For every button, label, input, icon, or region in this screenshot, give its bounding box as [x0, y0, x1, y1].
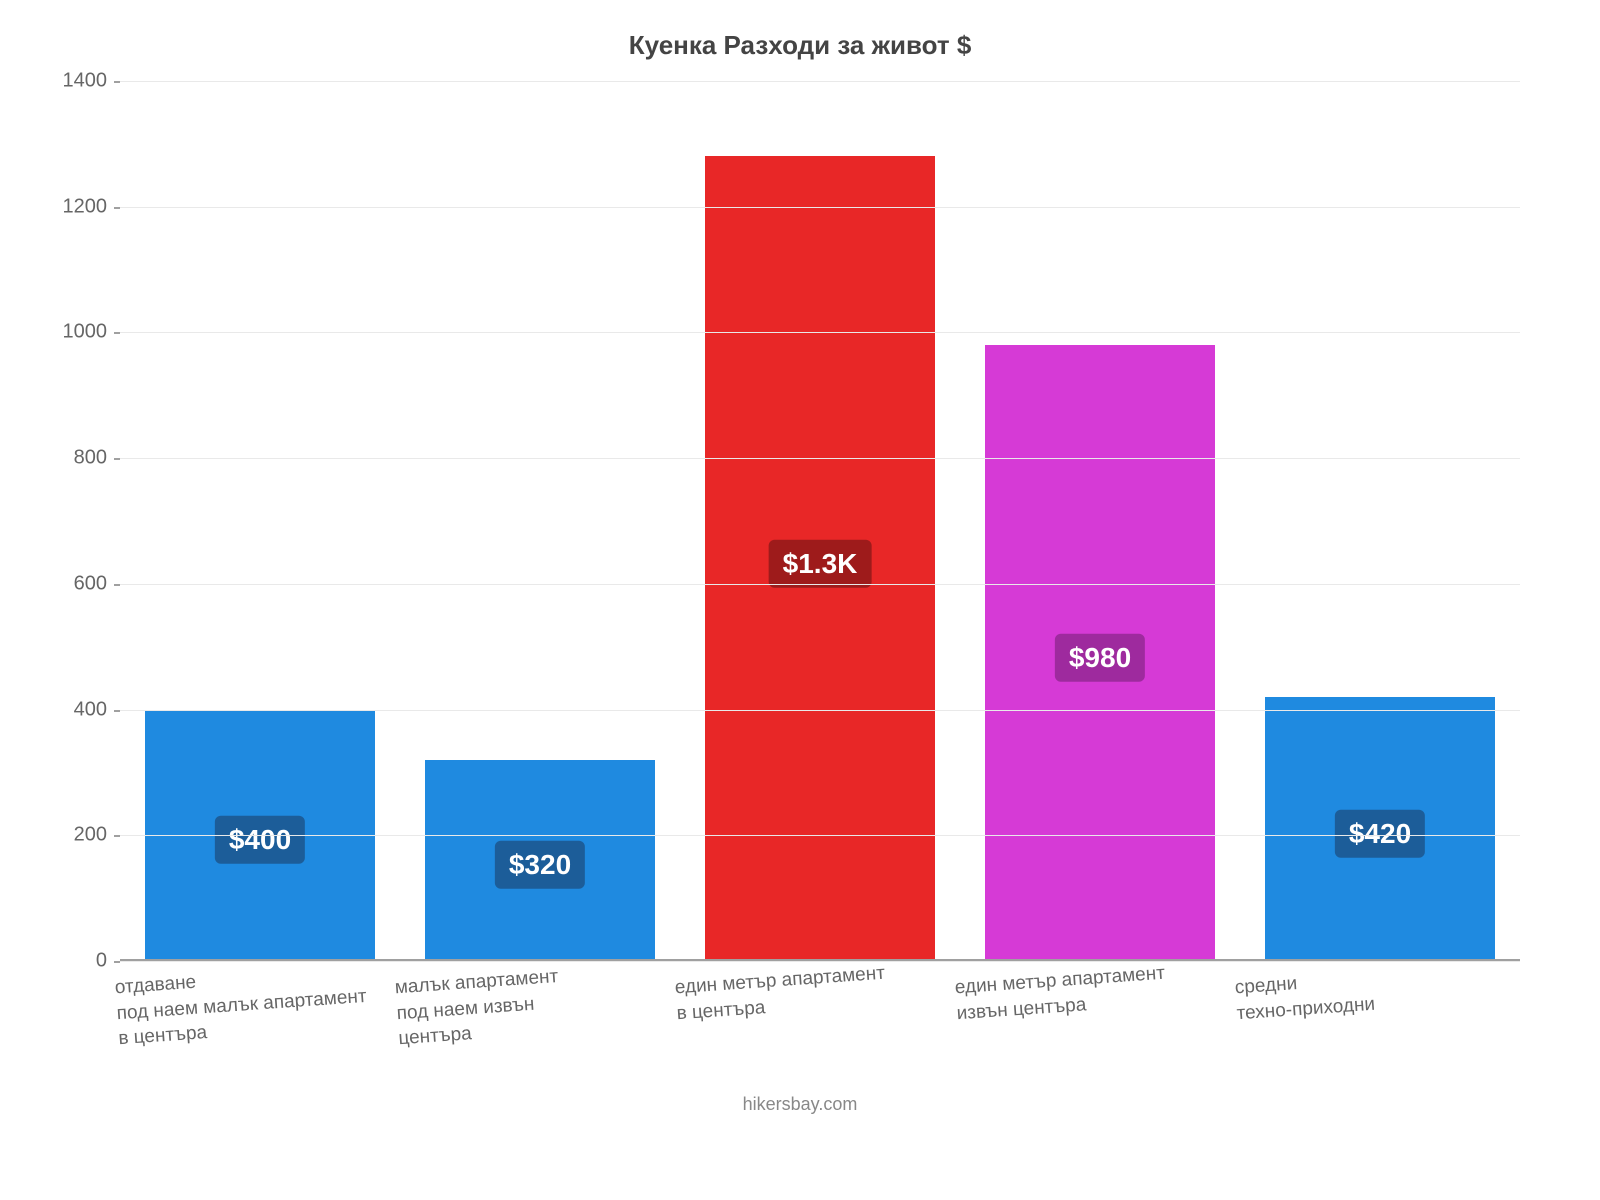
- value-badge: $400: [215, 816, 305, 864]
- y-tick-label: 400: [74, 698, 107, 721]
- gridline: [120, 81, 1520, 82]
- y-tick-label: 1000: [63, 321, 108, 344]
- bar: $420: [1265, 697, 1495, 961]
- y-tick-label: 1200: [63, 195, 108, 218]
- value-badge: $1.3K: [769, 540, 872, 588]
- y-tick: [114, 207, 120, 209]
- bar-slot: $420: [1240, 81, 1520, 961]
- y-tick: [114, 961, 120, 963]
- y-tick-label: 1400: [63, 70, 108, 93]
- y-tick: [114, 710, 120, 712]
- gridline: [120, 207, 1520, 208]
- x-tick-label: отдаванепод наем малък апартаментв центъ…: [114, 956, 399, 1052]
- chart-title: Куенка Разходи за живот $: [60, 30, 1540, 61]
- bar-slot: $400: [120, 81, 400, 961]
- y-axis-labels: 0200400600800100012001400: [60, 81, 115, 961]
- y-tick-label: 0: [96, 950, 107, 973]
- gridline: [120, 458, 1520, 459]
- bar-slot: $1.3K: [680, 81, 960, 961]
- value-badge: $320: [495, 841, 585, 889]
- y-tick-label: 200: [74, 824, 107, 847]
- y-tick: [114, 835, 120, 837]
- bars-container: $400 $320 $1.3K $980 $420: [120, 81, 1520, 961]
- x-tick-label: един метър апартаментизвън центъра: [954, 956, 1239, 1052]
- y-tick: [114, 584, 120, 586]
- gridline: [120, 332, 1520, 333]
- bar: $980: [985, 345, 1215, 961]
- gridline: [120, 584, 1520, 585]
- y-tick: [114, 332, 120, 334]
- x-tick-label: среднитехно-приходни: [1234, 956, 1519, 1052]
- y-tick-label: 600: [74, 572, 107, 595]
- bar: $1.3K: [705, 156, 935, 961]
- x-tick-label: един метър апартаментв центъра: [674, 956, 959, 1052]
- plot-area: $400 $320 $1.3K $980 $420: [120, 81, 1520, 961]
- bar-slot: $320: [400, 81, 680, 961]
- y-tick: [114, 81, 120, 83]
- bar: $320: [425, 760, 655, 961]
- x-axis-labels: отдаванепод наем малък апартаментв центъ…: [120, 975, 1520, 1052]
- x-tick-label: малък апартаментпод наем извънцентъра: [394, 956, 679, 1052]
- chart-container: Куенка Разходи за живот $ 0 200 400 600 800 1…: [0, 0, 1600, 1200]
- value-badge: $980: [1055, 634, 1145, 682]
- gridline: [120, 710, 1520, 711]
- value-badge: $420: [1335, 810, 1425, 858]
- y-tick-label: 800: [74, 447, 107, 470]
- y-tick: [114, 458, 120, 460]
- source-label: hikersbay.com: [60, 1094, 1540, 1115]
- bar-slot: $980: [960, 81, 1240, 961]
- gridline: [120, 835, 1520, 836]
